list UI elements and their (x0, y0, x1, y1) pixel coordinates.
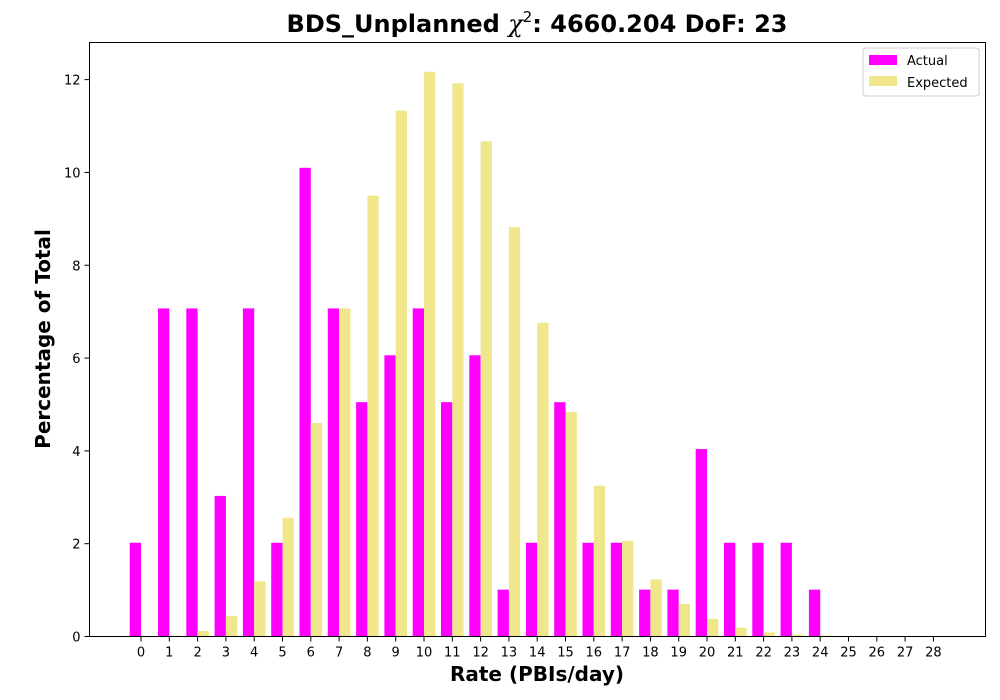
x-tick-label: 26 (869, 646, 886, 661)
x-tick-label: 24 (812, 646, 829, 661)
bar-expected-18 (650, 579, 661, 636)
bar-actual-11 (441, 402, 452, 636)
x-tick-label: 19 (670, 646, 687, 661)
x-tick-label: 22 (755, 646, 772, 661)
bar-expected-5 (283, 518, 294, 637)
bar-expected-2 (198, 631, 209, 637)
x-tick-label: 27 (897, 646, 914, 661)
bar-actual-20 (696, 449, 707, 636)
x-tick-label: 25 (840, 646, 857, 661)
y-tick-label: 12 (64, 74, 81, 89)
bar-expected-20 (707, 619, 718, 637)
bar-expected-17 (622, 541, 633, 637)
x-tick-label: 10 (416, 646, 433, 661)
x-tick-label: 8 (363, 646, 371, 661)
bar-actual-2 (186, 308, 197, 636)
x-tick-label: 20 (699, 646, 716, 661)
x-axis-label: Rate (PBIs/day) (450, 662, 624, 686)
bars-layer (130, 72, 860, 637)
bar-actual-21 (724, 543, 735, 637)
bar-actual-4 (243, 308, 254, 636)
bar-expected-12 (481, 141, 492, 636)
y-tick-label: 6 (72, 352, 80, 367)
bar-actual-5 (271, 543, 282, 637)
bar-expected-22 (764, 632, 775, 636)
bar-actual-16 (583, 543, 594, 637)
bar-actual-17 (611, 543, 622, 637)
bar-expected-10 (424, 72, 435, 637)
legend-swatch-expected (869, 76, 897, 86)
x-tick-label: 13 (501, 646, 518, 661)
x-tick-label: 5 (278, 646, 286, 661)
y-axis-label: Percentage of Total (31, 229, 55, 449)
bar-expected-3 (226, 616, 237, 636)
bar-actual-22 (752, 543, 763, 637)
bar-actual-7 (328, 308, 339, 636)
chart-title: BDS_Unplanned χ2: 4660.204 DoF: 23 (287, 8, 788, 38)
bar-actual-19 (667, 590, 678, 637)
y-axis-ticks: 0 2 4 6 8 10 12 (64, 74, 90, 646)
bar-expected-11 (452, 83, 463, 636)
y-tick-label: 2 (72, 538, 80, 553)
x-tick-label: 15 (557, 646, 574, 661)
bar-actual-6 (300, 168, 311, 637)
bar-actual-9 (384, 355, 395, 636)
y-tick-label: 4 (72, 445, 80, 460)
bar-expected-8 (367, 196, 378, 637)
bar-expected-9 (396, 111, 407, 637)
bar-actual-24 (809, 590, 820, 637)
x-tick-label: 2 (193, 646, 201, 661)
x-tick-label: 17 (614, 646, 631, 661)
x-tick-label: 28 (925, 646, 942, 661)
legend: Actual Expected (863, 48, 979, 96)
legend-swatch-actual (869, 55, 897, 65)
bar-actual-10 (413, 308, 424, 636)
bar-actual-13 (498, 590, 509, 637)
x-tick-label: 6 (307, 646, 315, 661)
x-tick-label: 3 (222, 646, 230, 661)
bar-actual-12 (469, 355, 480, 636)
bar-actual-15 (554, 402, 565, 636)
x-tick-label: 1 (165, 646, 173, 661)
bar-expected-19 (679, 604, 690, 636)
bar-actual-0 (130, 543, 141, 637)
bar-actual-1 (158, 308, 169, 636)
bar-expected-4 (254, 581, 265, 636)
x-tick-label: 11 (444, 646, 461, 661)
bar-expected-15 (566, 412, 577, 637)
x-axis-ticks: 0 1 2 3 4 5 6 7 8 9 10 11 12 13 14 15 16 17 18 19 20 21 22 23 24… (137, 637, 942, 661)
y-tick-label: 0 (72, 631, 80, 646)
bar-expected-21 (735, 628, 746, 637)
bar-expected-16 (594, 486, 605, 637)
bar-actual-8 (356, 402, 367, 636)
x-tick-label: 12 (472, 646, 489, 661)
x-tick-label: 14 (529, 646, 546, 661)
x-tick-label: 9 (392, 646, 400, 661)
x-tick-label: 18 (642, 646, 659, 661)
bar-expected-6 (311, 423, 322, 636)
bar-actual-18 (639, 590, 650, 637)
x-tick-label: 4 (250, 646, 258, 661)
bar-actual-14 (526, 543, 537, 637)
x-tick-label: 16 (586, 646, 603, 661)
x-tick-label: 23 (784, 646, 801, 661)
legend-label-expected: Expected (907, 76, 968, 91)
x-tick-label: 21 (727, 646, 744, 661)
x-tick-label: 0 (137, 646, 145, 661)
y-tick-label: 10 (64, 166, 81, 181)
bar-expected-7 (339, 308, 350, 636)
x-tick-label: 7 (335, 646, 343, 661)
bar-expected-13 (509, 227, 520, 636)
legend-label-actual: Actual (907, 54, 948, 69)
bar-actual-3 (215, 496, 226, 637)
bar-actual-23 (781, 543, 792, 637)
bar-expected-14 (537, 323, 548, 637)
y-tick-label: 8 (72, 259, 80, 274)
